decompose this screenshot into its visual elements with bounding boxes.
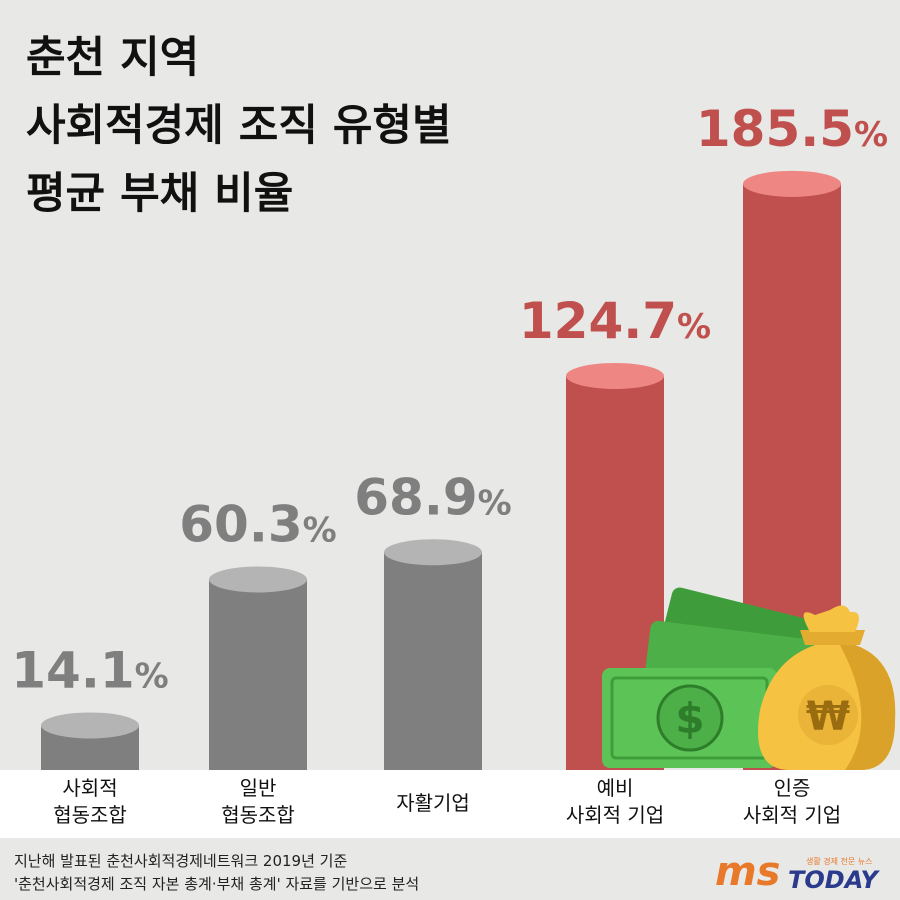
source-note: '춘천사회적경제 조직 자본 총계·부채 총계' 자료를 기반으로 분석 bbox=[14, 875, 419, 893]
value-label: 185.5% bbox=[696, 100, 888, 158]
value-label: 68.9% bbox=[354, 468, 511, 526]
money-illustration: $ ₩ bbox=[602, 587, 896, 770]
x-tick-label: 일반 협동조합 bbox=[221, 776, 295, 827]
label-band bbox=[0, 770, 900, 838]
value-label: 14.1% bbox=[11, 641, 168, 699]
chart-title: 춘천 지역 bbox=[26, 33, 199, 83]
logo-name: TODAY bbox=[788, 866, 881, 894]
bar bbox=[384, 552, 482, 770]
svg-text:₩: ₩ bbox=[806, 694, 850, 740]
bar-top bbox=[743, 170, 841, 197]
bar bbox=[209, 579, 307, 770]
bar-top bbox=[209, 566, 307, 593]
logo-tagline: 생활 경제 전문 뉴스 bbox=[806, 856, 873, 866]
logo-brand: ms bbox=[715, 849, 781, 895]
chart-title: 평균 부채 비율 bbox=[26, 169, 293, 219]
chart-title: 사회적경제 조직 유형별 bbox=[26, 101, 452, 151]
bars: 14.1% 60.3% 68.9% 124.7% 185.5% bbox=[11, 100, 888, 770]
value-label: 124.7% bbox=[519, 292, 711, 350]
x-tick-label: 사회적 협동조합 bbox=[53, 776, 127, 827]
x-tick-label: 인증 사회적 기업 bbox=[743, 776, 841, 827]
svg-text:$: $ bbox=[675, 694, 704, 743]
footer-band bbox=[0, 838, 900, 900]
bar-top bbox=[41, 712, 139, 739]
value-label: 60.3% bbox=[179, 495, 336, 553]
x-tick-label: 자활기업 bbox=[396, 791, 470, 815]
bar-top bbox=[566, 362, 664, 389]
source-note: 지난해 발표된 춘천사회적경제네트워크 2019년 기준 bbox=[14, 852, 347, 870]
bar-top bbox=[384, 539, 482, 566]
x-tick-label: 예비 사회적 기업 bbox=[566, 776, 664, 827]
